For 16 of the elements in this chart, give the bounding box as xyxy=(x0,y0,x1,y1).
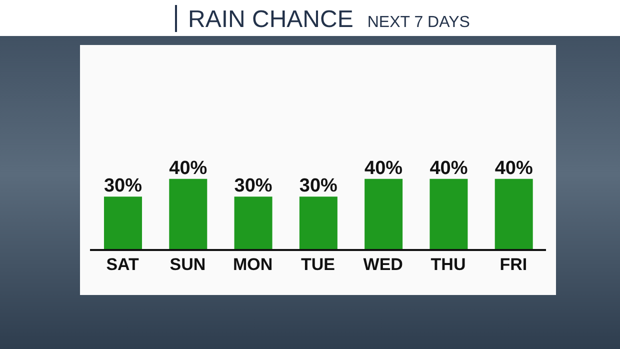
x-tick-label: TUE xyxy=(301,255,335,274)
data-label: 40% xyxy=(364,158,403,179)
data-label: 30% xyxy=(299,176,338,197)
data-label: 40% xyxy=(430,158,468,179)
x-tick-label: SUN xyxy=(170,255,206,274)
x-tick-label: FRI xyxy=(500,255,528,274)
data-label: 40% xyxy=(494,158,533,179)
data-label: 40% xyxy=(169,158,208,179)
data-label: 30% xyxy=(104,176,142,197)
chart-subtitle: NEXT 7 DAYS xyxy=(367,14,470,31)
x-tick-label: THU xyxy=(430,255,466,274)
x-tick-label: SAT xyxy=(106,255,140,274)
data-label: 30% xyxy=(234,176,272,197)
x-tick-label: MON xyxy=(233,255,273,274)
chart-title: RAIN CHANCE xyxy=(188,6,354,33)
x-tick-label: WED xyxy=(363,255,403,274)
